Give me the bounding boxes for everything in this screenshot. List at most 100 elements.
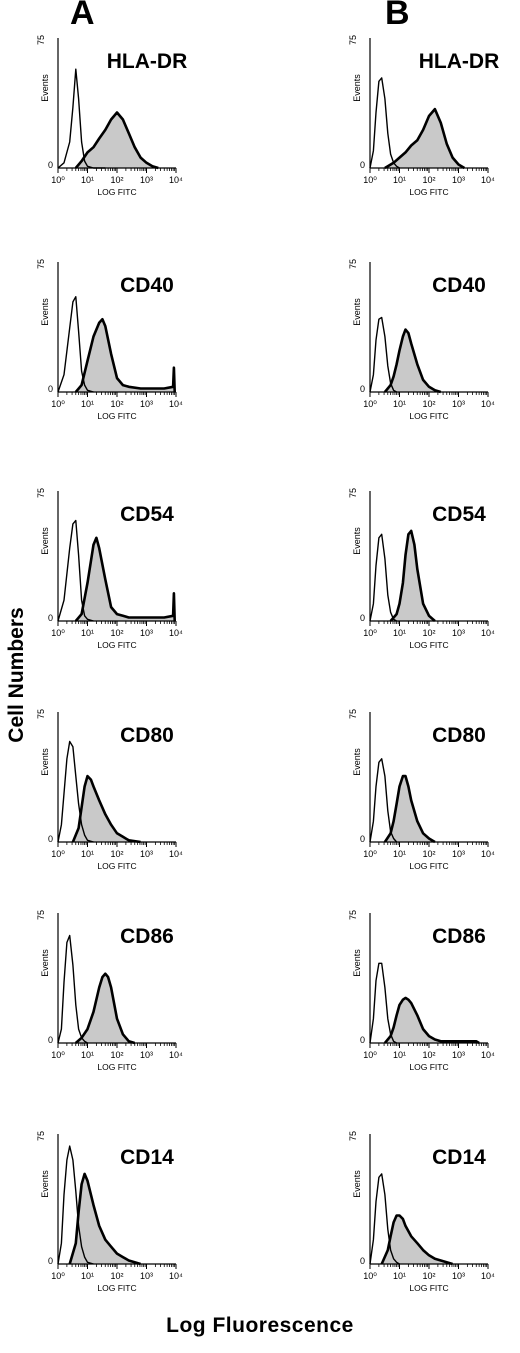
histogram-b-cd86: 10⁰ 10¹ 10² 10³ 10⁴ 0 75 Events LOG FITC CD86 — [348, 910, 495, 1072]
x-tick-label: 10¹ — [81, 399, 94, 409]
x-tick-label: 10¹ — [393, 628, 406, 638]
panel-label-a: A — [70, 0, 95, 32]
x-tick-label: 10¹ — [393, 1050, 406, 1060]
histogram-b-cd80: 10⁰ 10¹ 10² 10³ 10⁴ 0 75 Events LOG FITC CD80 — [348, 709, 495, 871]
y-tick-label: 0 — [360, 160, 365, 170]
y-tick-label: 75 — [36, 709, 46, 719]
x-axis-label: LOG FITC — [409, 1283, 448, 1293]
x-tick-label: 10² — [110, 399, 123, 409]
control-histogram — [369, 962, 397, 1044]
histogram-b-hla-dr: 10⁰ 10¹ 10² 10³ 10⁴ 0 75 Events LOG FITC HLA-DR — [348, 35, 499, 197]
x-tick-label: 10⁴ — [481, 628, 495, 638]
x-tick-label: 10⁴ — [481, 399, 495, 409]
x-tick-label: 10⁰ — [363, 399, 377, 409]
stained-histogram — [383, 328, 442, 394]
y-tick-label: 75 — [348, 488, 358, 498]
control-histogram — [369, 316, 397, 393]
histogram-a-cd54: 10⁰ 10¹ 10² 10³ 10⁴ 0 75 Events LOG FITC CD54 — [36, 488, 183, 650]
x-tick-label: 10⁰ — [51, 175, 65, 185]
x-tick-label: 10⁴ — [169, 399, 183, 409]
y-axis-label: Events — [40, 1170, 50, 1198]
x-tick-label: 10⁰ — [363, 849, 377, 859]
x-tick-label: 10² — [110, 849, 123, 859]
stained-histogram — [380, 1214, 453, 1266]
x-tick-label: 10⁰ — [51, 1050, 65, 1060]
y-axis-label: Events — [352, 748, 362, 776]
histogram-a-cd80: 10⁰ 10¹ 10² 10³ 10⁴ 0 75 Events LOG FITC CD80 — [36, 709, 183, 871]
stained-histogram — [74, 972, 136, 1045]
y-tick-label: 75 — [36, 910, 46, 920]
control-histogram — [369, 533, 397, 622]
control-histogram — [369, 77, 400, 169]
stained-histogram — [68, 1172, 141, 1266]
marker-title: HLA-DR — [419, 50, 499, 73]
x-tick-label: 10² — [422, 1050, 435, 1060]
y-tick-label: 0 — [360, 834, 365, 844]
x-tick-label: 10² — [422, 175, 435, 185]
x-tick-label: 10² — [422, 399, 435, 409]
x-axis-label: LOG FITC — [97, 1283, 136, 1293]
y-tick-label: 75 — [348, 35, 358, 45]
x-axis-label: LOG FITC — [409, 411, 448, 421]
control-histogram — [369, 1173, 400, 1265]
x-tick-label: 10³ — [140, 1271, 153, 1281]
marker-title: CD14 — [432, 1146, 486, 1169]
x-tick-label: 10⁰ — [363, 1271, 377, 1281]
marker-title: CD40 — [432, 274, 486, 297]
x-tick-label: 10³ — [452, 1050, 465, 1060]
marker-title: CD54 — [120, 503, 174, 526]
stained-histogram — [383, 996, 480, 1045]
x-tick-label: 10¹ — [81, 175, 94, 185]
histogram-b-cd14: 10⁰ 10¹ 10² 10³ 10⁴ 0 75 Events LOG FITC CD14 — [348, 1131, 495, 1293]
x-tick-label: 10³ — [140, 1050, 153, 1060]
x-tick-label: 10¹ — [393, 175, 406, 185]
marker-title: CD80 — [120, 724, 174, 747]
x-axis-label: LOG FITC — [97, 640, 136, 650]
y-axis-label: Events — [40, 527, 50, 555]
y-axis-label: Events — [352, 527, 362, 555]
y-tick-label: 75 — [348, 259, 358, 269]
stained-histogram — [74, 317, 176, 393]
y-tick-label: 0 — [48, 834, 53, 844]
control-histogram — [57, 296, 94, 393]
marker-title: CD86 — [432, 925, 486, 948]
x-axis-label: LOG FITC — [97, 1062, 136, 1072]
x-tick-label: 10⁴ — [169, 175, 183, 185]
x-axis-label: LOG FITC — [409, 640, 448, 650]
x-tick-label: 10⁴ — [169, 1271, 183, 1281]
x-tick-label: 10¹ — [393, 849, 406, 859]
y-axis-label: Events — [40, 949, 50, 977]
x-axis-label: LOG FITC — [97, 861, 136, 871]
x-tick-label: 10⁴ — [481, 849, 495, 859]
x-tick-label: 10¹ — [393, 399, 406, 409]
x-tick-label: 10³ — [140, 849, 153, 859]
y-axis-label: Events — [352, 74, 362, 102]
x-tick-label: 10³ — [452, 399, 465, 409]
x-axis-label: LOG FITC — [409, 187, 448, 197]
x-tick-label: 10² — [422, 1271, 435, 1281]
y-tick-label: 0 — [48, 1256, 53, 1266]
control-histogram — [57, 519, 94, 622]
y-axis-label: Events — [352, 949, 362, 977]
y-axis-label: Events — [40, 74, 50, 102]
marker-title: CD14 — [120, 1146, 174, 1169]
x-tick-label: 10⁰ — [363, 175, 377, 185]
x-tick-label: 10⁰ — [51, 849, 65, 859]
x-tick-label: 10⁴ — [481, 1271, 495, 1281]
y-tick-label: 0 — [360, 613, 365, 623]
control-histogram — [369, 758, 398, 843]
histogram-a-cd14: 10⁰ 10¹ 10² 10³ 10⁴ 0 75 Events LOG FITC CD14 — [36, 1131, 183, 1293]
x-tick-label: 10³ — [452, 849, 465, 859]
x-tick-label: 10⁴ — [169, 1050, 183, 1060]
x-tick-label: 10⁰ — [51, 1271, 65, 1281]
stained-histogram — [383, 774, 436, 844]
x-tick-label: 10⁴ — [169, 628, 183, 638]
y-tick-label: 0 — [48, 613, 53, 623]
x-tick-label: 10¹ — [81, 628, 94, 638]
histogram-b-cd54: 10⁰ 10¹ 10² 10³ 10⁴ 0 75 Events LOG FITC CD54 — [348, 488, 495, 650]
x-tick-label: 10² — [110, 175, 123, 185]
y-tick-label: 0 — [360, 1035, 365, 1045]
x-tick-label: 10⁴ — [169, 849, 183, 859]
stained-histogram — [74, 536, 176, 622]
y-tick-label: 0 — [360, 384, 365, 394]
